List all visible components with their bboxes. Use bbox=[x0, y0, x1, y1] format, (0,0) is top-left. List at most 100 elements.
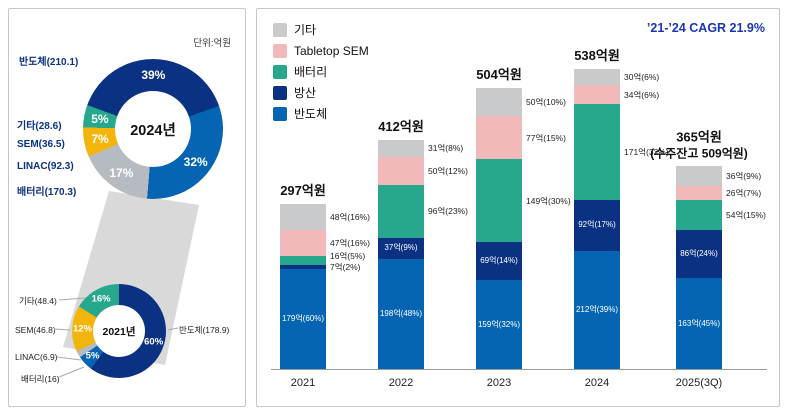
donut-2021-center-label: 2021년 bbox=[102, 325, 136, 338]
bar-segment-label: 26억(7%) bbox=[726, 187, 762, 198]
bar-segment bbox=[676, 230, 722, 279]
bar-segment-label: 31억(8%) bbox=[428, 143, 464, 154]
bar-segment-label: 50억(12%) bbox=[428, 165, 468, 176]
donut-percent-label: 32% bbox=[183, 155, 208, 170]
bar-segment-label: 47억(16%) bbox=[330, 238, 370, 249]
bar-segment-label: 171억(32%) bbox=[624, 147, 669, 158]
bar-total-label: 297억원 bbox=[280, 182, 326, 198]
legend-item-semiconductor: 반도체 bbox=[273, 103, 369, 124]
donut-2024-label-semiconductor: 반도체(210.1) bbox=[19, 57, 79, 68]
donut-percent-label: 39% bbox=[141, 68, 166, 82]
x-axis-category: 2021 bbox=[290, 377, 316, 389]
bar-total-label: 365억원 (수주잔고 509억원) bbox=[650, 129, 748, 161]
sales-composition-panel: 단위:억원 반도체(210.1) 기타(28.6) SEM(36.5) LINA… bbox=[8, 8, 246, 407]
bar-segment bbox=[476, 159, 522, 242]
donut-percent-label: 7% bbox=[91, 132, 109, 147]
x-axis-category: 2023 bbox=[486, 377, 512, 389]
donut-2024-label-battery: 배터리(170.3) bbox=[17, 187, 77, 198]
donut-2021-label-linac: LINAC(6.9) bbox=[15, 352, 58, 362]
bar-segment-label: 198억(48%) bbox=[379, 308, 423, 318]
legend-item-defense: 방산 bbox=[273, 82, 369, 103]
bar-total-label: 504억원 bbox=[476, 67, 522, 83]
x-axis-line bbox=[271, 369, 767, 370]
x-axis-category: 2025(3Q) bbox=[675, 377, 723, 389]
donut-chart-2024: 2024년 39% 32% 17% 7% 5% bbox=[83, 59, 223, 199]
bar-segment-label: 96억(23%) bbox=[428, 206, 468, 217]
donut-chart-2021: 2021년 60% 5% 12% 16% bbox=[72, 284, 166, 378]
bar-segment-label: 50억(10%) bbox=[526, 97, 566, 108]
bar-segment bbox=[378, 139, 424, 157]
cagr-label: ’21-’24 CAGR 21.9% bbox=[646, 21, 765, 35]
bar-segment bbox=[676, 185, 722, 201]
bar-segment-label: 179억(60%) bbox=[281, 314, 325, 324]
legend-item-tabletop-sem: Tabletop SEM bbox=[273, 40, 369, 61]
legend-swatch-etc bbox=[273, 22, 287, 37]
stacked-bar-chart: 179억(60%) 7억(2%) 16억(5%) 47억(16%) 48억(16%) 29… bbox=[257, 9, 779, 406]
donut-percent-label: 17% bbox=[109, 165, 134, 180]
x-axis-category: 2024 bbox=[584, 377, 610, 389]
legend-swatch-battery bbox=[273, 64, 287, 79]
bar-segment bbox=[574, 68, 620, 86]
bar-segment bbox=[676, 200, 722, 231]
bar-total-label: 412억원 bbox=[378, 118, 424, 134]
bar-total-label: 538억원 bbox=[574, 47, 620, 63]
bar-segment-label: 163억(45%) bbox=[677, 318, 721, 328]
legend-swatch-tabletop-sem bbox=[273, 43, 287, 58]
bar-segment-label: 36억(9%) bbox=[726, 170, 762, 181]
donut-percent-label: 16% bbox=[91, 293, 111, 305]
unit-label: 단위:억원 bbox=[193, 38, 231, 49]
bar-segment-label: 30억(6%) bbox=[624, 72, 660, 83]
legend-swatch-semiconductor bbox=[273, 106, 287, 121]
donut-percent-label: 60% bbox=[144, 336, 164, 348]
bar-segment bbox=[476, 116, 522, 159]
donut-percent-label: 5% bbox=[91, 112, 109, 127]
bar-segment-label: 48억(16%) bbox=[330, 211, 370, 222]
legend-label: 반도체 bbox=[294, 107, 328, 121]
donut-2021-hole: 2021년 bbox=[93, 305, 145, 357]
donut-2024-hole: 2024년 bbox=[115, 91, 191, 167]
bar-segment-label: 16억(5%) bbox=[330, 251, 366, 262]
bar-segment-label: 69억(14%) bbox=[480, 256, 518, 266]
bar-segment bbox=[476, 242, 522, 281]
donut-2021-label-etc: 기타(48.4) bbox=[19, 296, 57, 306]
legend-item-battery: 배터리 bbox=[273, 61, 369, 82]
bar-segment bbox=[476, 280, 522, 369]
bar-segment bbox=[574, 104, 620, 200]
donut-2021-label-battery: 배터리(16) bbox=[21, 374, 60, 384]
bar-segment bbox=[280, 256, 326, 266]
bar-segment-label: 37억(9%) bbox=[384, 243, 418, 253]
bar-segment bbox=[574, 250, 620, 369]
bar-segment bbox=[280, 269, 326, 369]
bar-segment-label: 7억(2%) bbox=[330, 262, 361, 273]
donut-2024-center-label: 2024년 bbox=[130, 122, 176, 139]
bar-segment-label: 212억(39%) bbox=[575, 304, 619, 314]
x-axis-category: 2022 bbox=[388, 377, 414, 389]
bar-segment-label: 149억(30%) bbox=[526, 195, 571, 206]
bar-segment bbox=[378, 184, 424, 239]
donut-2021-label-semiconductor: 반도체(178.9) bbox=[179, 325, 230, 335]
bar-segment bbox=[676, 165, 722, 186]
bar-segment bbox=[476, 88, 522, 117]
donut-2024-label-sem: SEM(36.5) bbox=[17, 139, 65, 150]
bar-segment bbox=[280, 203, 326, 231]
donut-2024-label-etc: 기타(28.6) bbox=[17, 121, 62, 132]
bar-segment bbox=[280, 265, 326, 270]
bar-segment bbox=[378, 258, 424, 369]
bar-segment bbox=[574, 199, 620, 251]
bar-segment bbox=[280, 230, 326, 257]
bar-segment-label: 34억(6%) bbox=[624, 89, 660, 100]
donut-2021-label-sem: SEM(46.8) bbox=[15, 325, 56, 335]
legend-label: Tabletop SEM bbox=[294, 43, 369, 58]
bar-segment bbox=[676, 278, 722, 369]
donut-2024-label-linac: LINAC(92.3) bbox=[17, 161, 74, 172]
legend-item-etc: 기타 bbox=[273, 19, 369, 40]
bar-segment-label: 86억(24%) bbox=[680, 249, 718, 259]
legend-swatch-defense bbox=[273, 85, 287, 100]
bar-segment bbox=[378, 238, 424, 259]
legend-label: 배터리 bbox=[294, 65, 328, 79]
bar-segment-label: 77억(15%) bbox=[526, 132, 566, 143]
bar-segment-label: 54억(15%) bbox=[726, 210, 766, 221]
legend-label: 기타 bbox=[294, 23, 317, 37]
chart-legend: 기타 Tabletop SEM 배터리 방산 반도체 bbox=[273, 19, 369, 124]
donut-percent-label: 5% bbox=[85, 350, 100, 362]
